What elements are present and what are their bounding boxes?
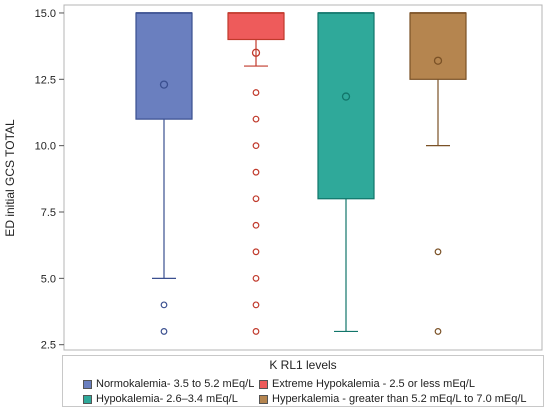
legend-swatch-icon [259,379,268,389]
legend-item-normokalemia: Normokalemia- 3.5 to 5.2 mEq/L [83,378,254,390]
outlier-point [434,248,442,256]
legend-label: Hyperkalemia - greater than 5.2 mEq/L to… [272,393,527,405]
outlier-point [434,328,442,335]
legend-label: Hypokalemia- 2.6–3.4 mEq/L [96,393,238,405]
outlier-point [252,301,260,309]
boxes-group [135,12,467,335]
mean-marker [341,92,351,101]
box-series [135,12,193,335]
y-axis: 2.5 5.0 7.5 10.0 12.5 15.0 [35,8,64,352]
outlier-point [252,274,260,282]
mean-marker [433,56,443,65]
legend-title: K RL1 levels [269,358,337,372]
legend-item-hypokalemia: Hypokalemia- 2.6–3.4 mEq/L [83,393,238,405]
box [227,12,285,41]
outlier-point [252,248,260,256]
legend-item-hyperkalemia: Hyperkalemia - greater than 5.2 mEq/L to… [259,393,527,405]
outlier-point [252,89,260,96]
y-tick-label: 15.0 [35,8,56,20]
outlier-point [252,142,260,150]
legend-swatch-icon [259,394,268,404]
box-series [317,12,375,333]
outlier-point [252,328,260,335]
box [317,12,375,200]
outlier-point [252,168,260,176]
outlier-point [252,115,260,123]
outlier-point [252,221,260,229]
legend: K RL1 levels Normokalemia- 3.5 to 5.2 mE… [62,355,544,407]
legend-swatch-icon [83,379,92,389]
y-tick-label: 5.0 [41,273,56,285]
box [409,12,467,80]
outlier-point [160,328,168,335]
mean-marker [251,48,261,57]
box-series [409,12,467,335]
mean-marker [159,80,169,89]
outlier-point [160,301,168,309]
legend-swatch-icon [83,394,92,404]
y-tick-label: 7.5 [41,207,56,219]
box [135,12,193,120]
box-series [227,12,285,335]
y-tick-label: 12.5 [35,74,56,86]
legend-label: Normokalemia- 3.5 to 5.2 mEq/L [96,378,255,390]
y-tick-label: 10.0 [35,141,56,153]
legend-item-extreme-hypokalemia: Extreme Hypokalemia - 2.5 or less mEq/L [259,378,475,390]
y-tick-label: 2.5 [41,340,56,352]
legend-label: Extreme Hypokalemia - 2.5 or less mEq/L [272,378,475,390]
y-axis-label: ED initial GCS TOTAL [3,119,17,237]
outlier-point [252,195,260,203]
